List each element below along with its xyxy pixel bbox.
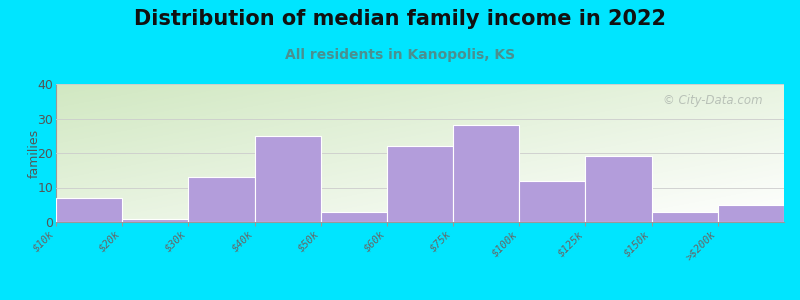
Bar [56,198,122,222]
Bar [387,146,453,222]
Bar [453,125,519,222]
Bar [586,156,652,222]
Text: © City-Data.com: © City-Data.com [662,94,762,107]
Text: All residents in Kanopolis, KS: All residents in Kanopolis, KS [285,48,515,62]
Text: Distribution of median family income in 2022: Distribution of median family income in … [134,9,666,29]
Bar [321,212,387,222]
Bar [122,218,188,222]
Bar [188,177,254,222]
Bar [718,205,784,222]
Bar [519,181,586,222]
Bar [652,212,718,222]
Y-axis label: families: families [28,128,41,178]
Bar [254,136,321,222]
